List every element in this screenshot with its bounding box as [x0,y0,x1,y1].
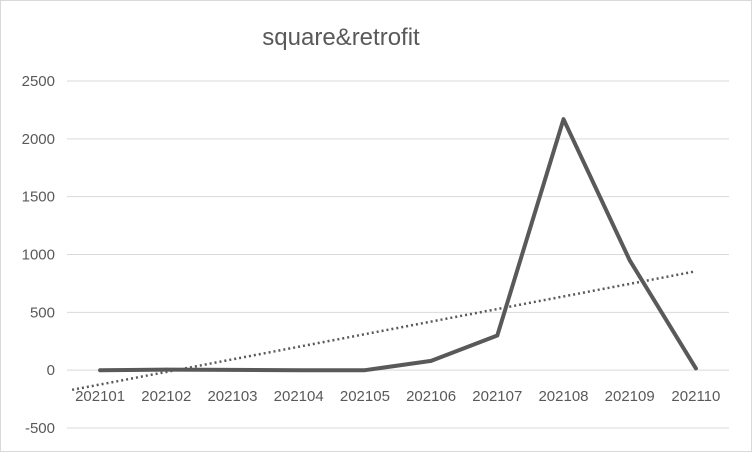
x-tick-label: 202101 [75,388,125,405]
data-point [627,258,632,263]
x-tick-label: 202108 [538,388,588,405]
y-tick-label: 0 [47,362,55,379]
y-tick-label: -500 [25,420,55,437]
data-point [363,368,367,372]
x-tick-label: 202105 [340,388,390,405]
x-tick-label: 202102 [141,388,191,405]
y-tick-label: 2000 [22,131,55,148]
y-tick-label: 500 [30,304,55,321]
x-tick-label: 202106 [406,388,456,405]
data-point [98,368,102,372]
x-tick-label: 202107 [472,388,522,405]
x-tick-label: 202109 [605,388,655,405]
data-point [296,368,301,372]
chart-title: square&retrofit [262,24,420,51]
data-point [164,367,169,372]
data-point [694,366,698,371]
y-tick-label: 2500 [22,73,55,90]
series-line [98,117,698,373]
data-point [230,368,235,372]
y-tick-label: 1000 [22,247,55,264]
data-point [561,117,566,121]
trendline [71,270,697,392]
x-tick-label: 202104 [274,388,324,405]
data-point [495,333,500,338]
x-tick-label: 202110 [671,388,720,405]
x-tick-label: 202103 [207,388,257,405]
data-point [429,359,433,363]
y-tick-label: 1500 [22,189,55,206]
